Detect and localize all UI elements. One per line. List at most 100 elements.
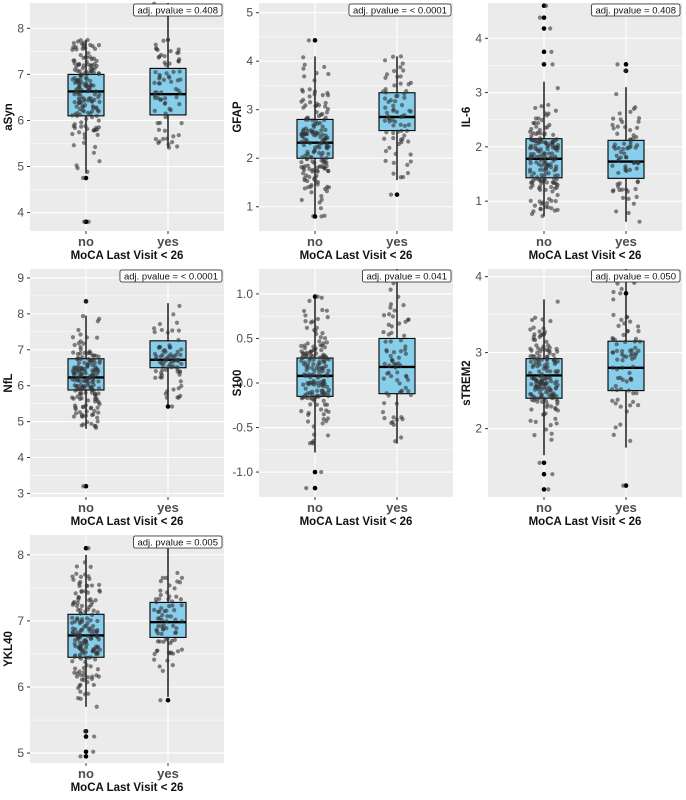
data-point [176,47,181,52]
data-point [155,120,160,126]
data-point [80,175,86,181]
data-point [96,71,102,76]
x-tick-label: yes [615,500,637,515]
data-point [614,387,620,393]
data-point [315,394,320,399]
data-point [531,151,536,157]
data-point [163,114,168,120]
data-point [398,349,404,354]
x-tick-label: yes [615,234,637,249]
outlier-point [312,214,318,219]
data-point [534,147,540,152]
y-tick-label: 7 [17,614,24,628]
data-point [93,367,98,372]
data-point [82,670,87,675]
data-point [552,361,558,366]
data-point [155,616,161,621]
data-point [406,139,411,144]
data-point [623,164,628,169]
outlier-point [83,754,89,759]
data-point [320,331,325,336]
data-point [71,414,77,419]
data-point [615,62,620,67]
data-point [84,642,89,647]
data-point [391,415,396,420]
data-point [309,372,314,378]
data-point [529,407,534,412]
data-point [301,308,307,314]
data-point [611,432,616,437]
data-point [154,354,159,359]
data-point [161,348,166,354]
data-point [302,167,307,173]
data-point [398,54,404,59]
data-point [70,574,75,579]
outlier-point [312,469,318,475]
data-point [539,399,545,404]
jitter-points-no [299,55,332,219]
data-point [624,155,629,160]
data-point [170,139,175,145]
data-point [313,119,319,124]
data-point [615,182,620,187]
data-point [619,286,624,292]
data-point [540,200,546,205]
data-point [537,369,542,374]
data-point [545,146,550,152]
y-tick-label: -1.0 [232,465,253,479]
data-point [306,410,311,416]
data-point [626,196,631,201]
data-point [529,382,534,387]
data-point [617,111,622,116]
data-point [636,403,641,408]
data-point [170,599,175,604]
data-point [88,626,93,632]
data-point [97,582,102,587]
data-point [72,67,77,72]
data-point [299,197,304,203]
data-point [323,133,328,138]
data-point [531,398,537,403]
data-point [541,385,547,390]
data-point [304,157,310,162]
data-point [542,158,547,163]
data-point [319,128,324,133]
data-point [86,356,91,362]
data-point [544,113,550,118]
data-point [164,136,170,141]
data-point [156,127,162,132]
y-axis-title: sTREM2 [461,360,473,405]
data-point [317,339,322,344]
data-point [611,297,616,302]
data-point [318,373,324,379]
data-point [81,44,86,50]
data-point [164,626,169,631]
data-point [620,377,625,382]
data-point [70,335,76,340]
data-point [634,160,640,165]
data-point [539,172,544,178]
data-point [633,336,639,341]
data-point [89,676,95,682]
data-point [166,142,171,147]
data-point [159,617,164,623]
data-point [549,437,554,442]
data-point [70,131,75,137]
data-point [152,326,157,331]
data-point [308,402,313,407]
data-point [543,125,548,130]
data-point [323,127,328,133]
jitter-points-yes [152,570,185,673]
data-point [546,151,552,156]
data-point [167,344,172,350]
data-point [161,639,166,644]
data-point [299,99,304,104]
data-point [70,659,75,664]
data-point [316,383,321,388]
data-point [310,159,315,164]
data-point [169,365,174,370]
data-point [540,213,545,219]
data-point [92,62,97,67]
